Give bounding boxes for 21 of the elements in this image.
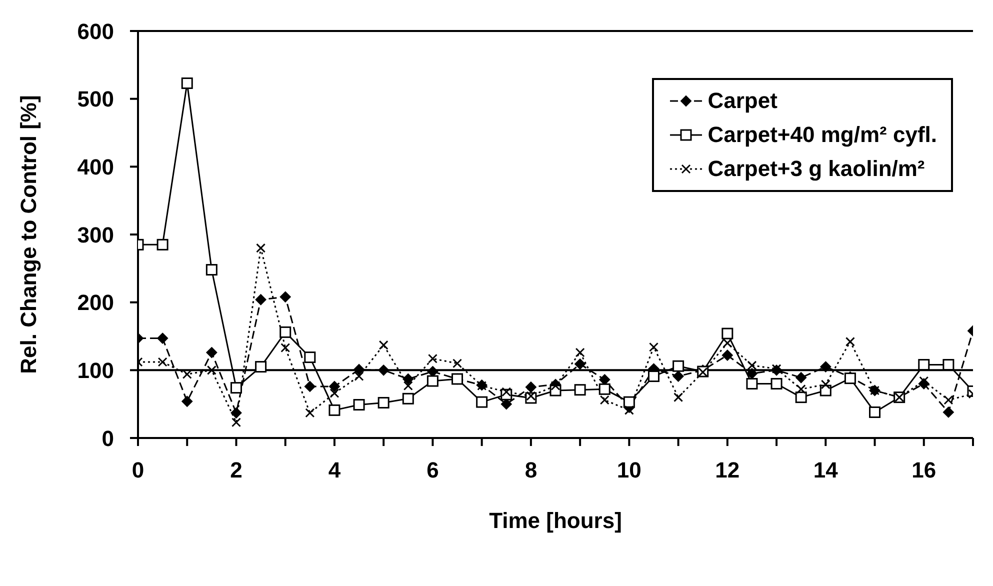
y-tick-label: 500 [77,86,114,112]
x-tick-label: 14 [813,458,839,483]
x-tick-label: 10 [616,458,642,483]
legend-label: Carpet+40 mg/m² cyfl. [708,122,937,148]
x-tick-label: 16 [912,458,936,483]
x-tick-label: 6 [426,458,439,483]
x-tick-label: 4 [328,458,342,483]
y-axis-title: Rel. Change to Control [%] [16,95,41,374]
legend-label: Carpet+3 g kaolin/m² [708,156,925,182]
x-tick-label: 0 [132,458,144,483]
x-tick-label: 8 [524,458,538,483]
x-axis-title: Time [hours] [489,508,622,533]
x-tick-label: 2 [230,458,242,483]
y-tick-label: 300 [77,222,114,248]
y-tick-label: 600 [77,18,114,44]
y-tick-label: 100 [77,358,114,383]
y-tick-label: 200 [77,290,114,316]
y-tick-label: 0 [102,426,114,451]
legend-label: Carpet [708,88,778,114]
x-tick-label: 12 [715,458,740,483]
y-tick-label: 400 [77,154,114,180]
